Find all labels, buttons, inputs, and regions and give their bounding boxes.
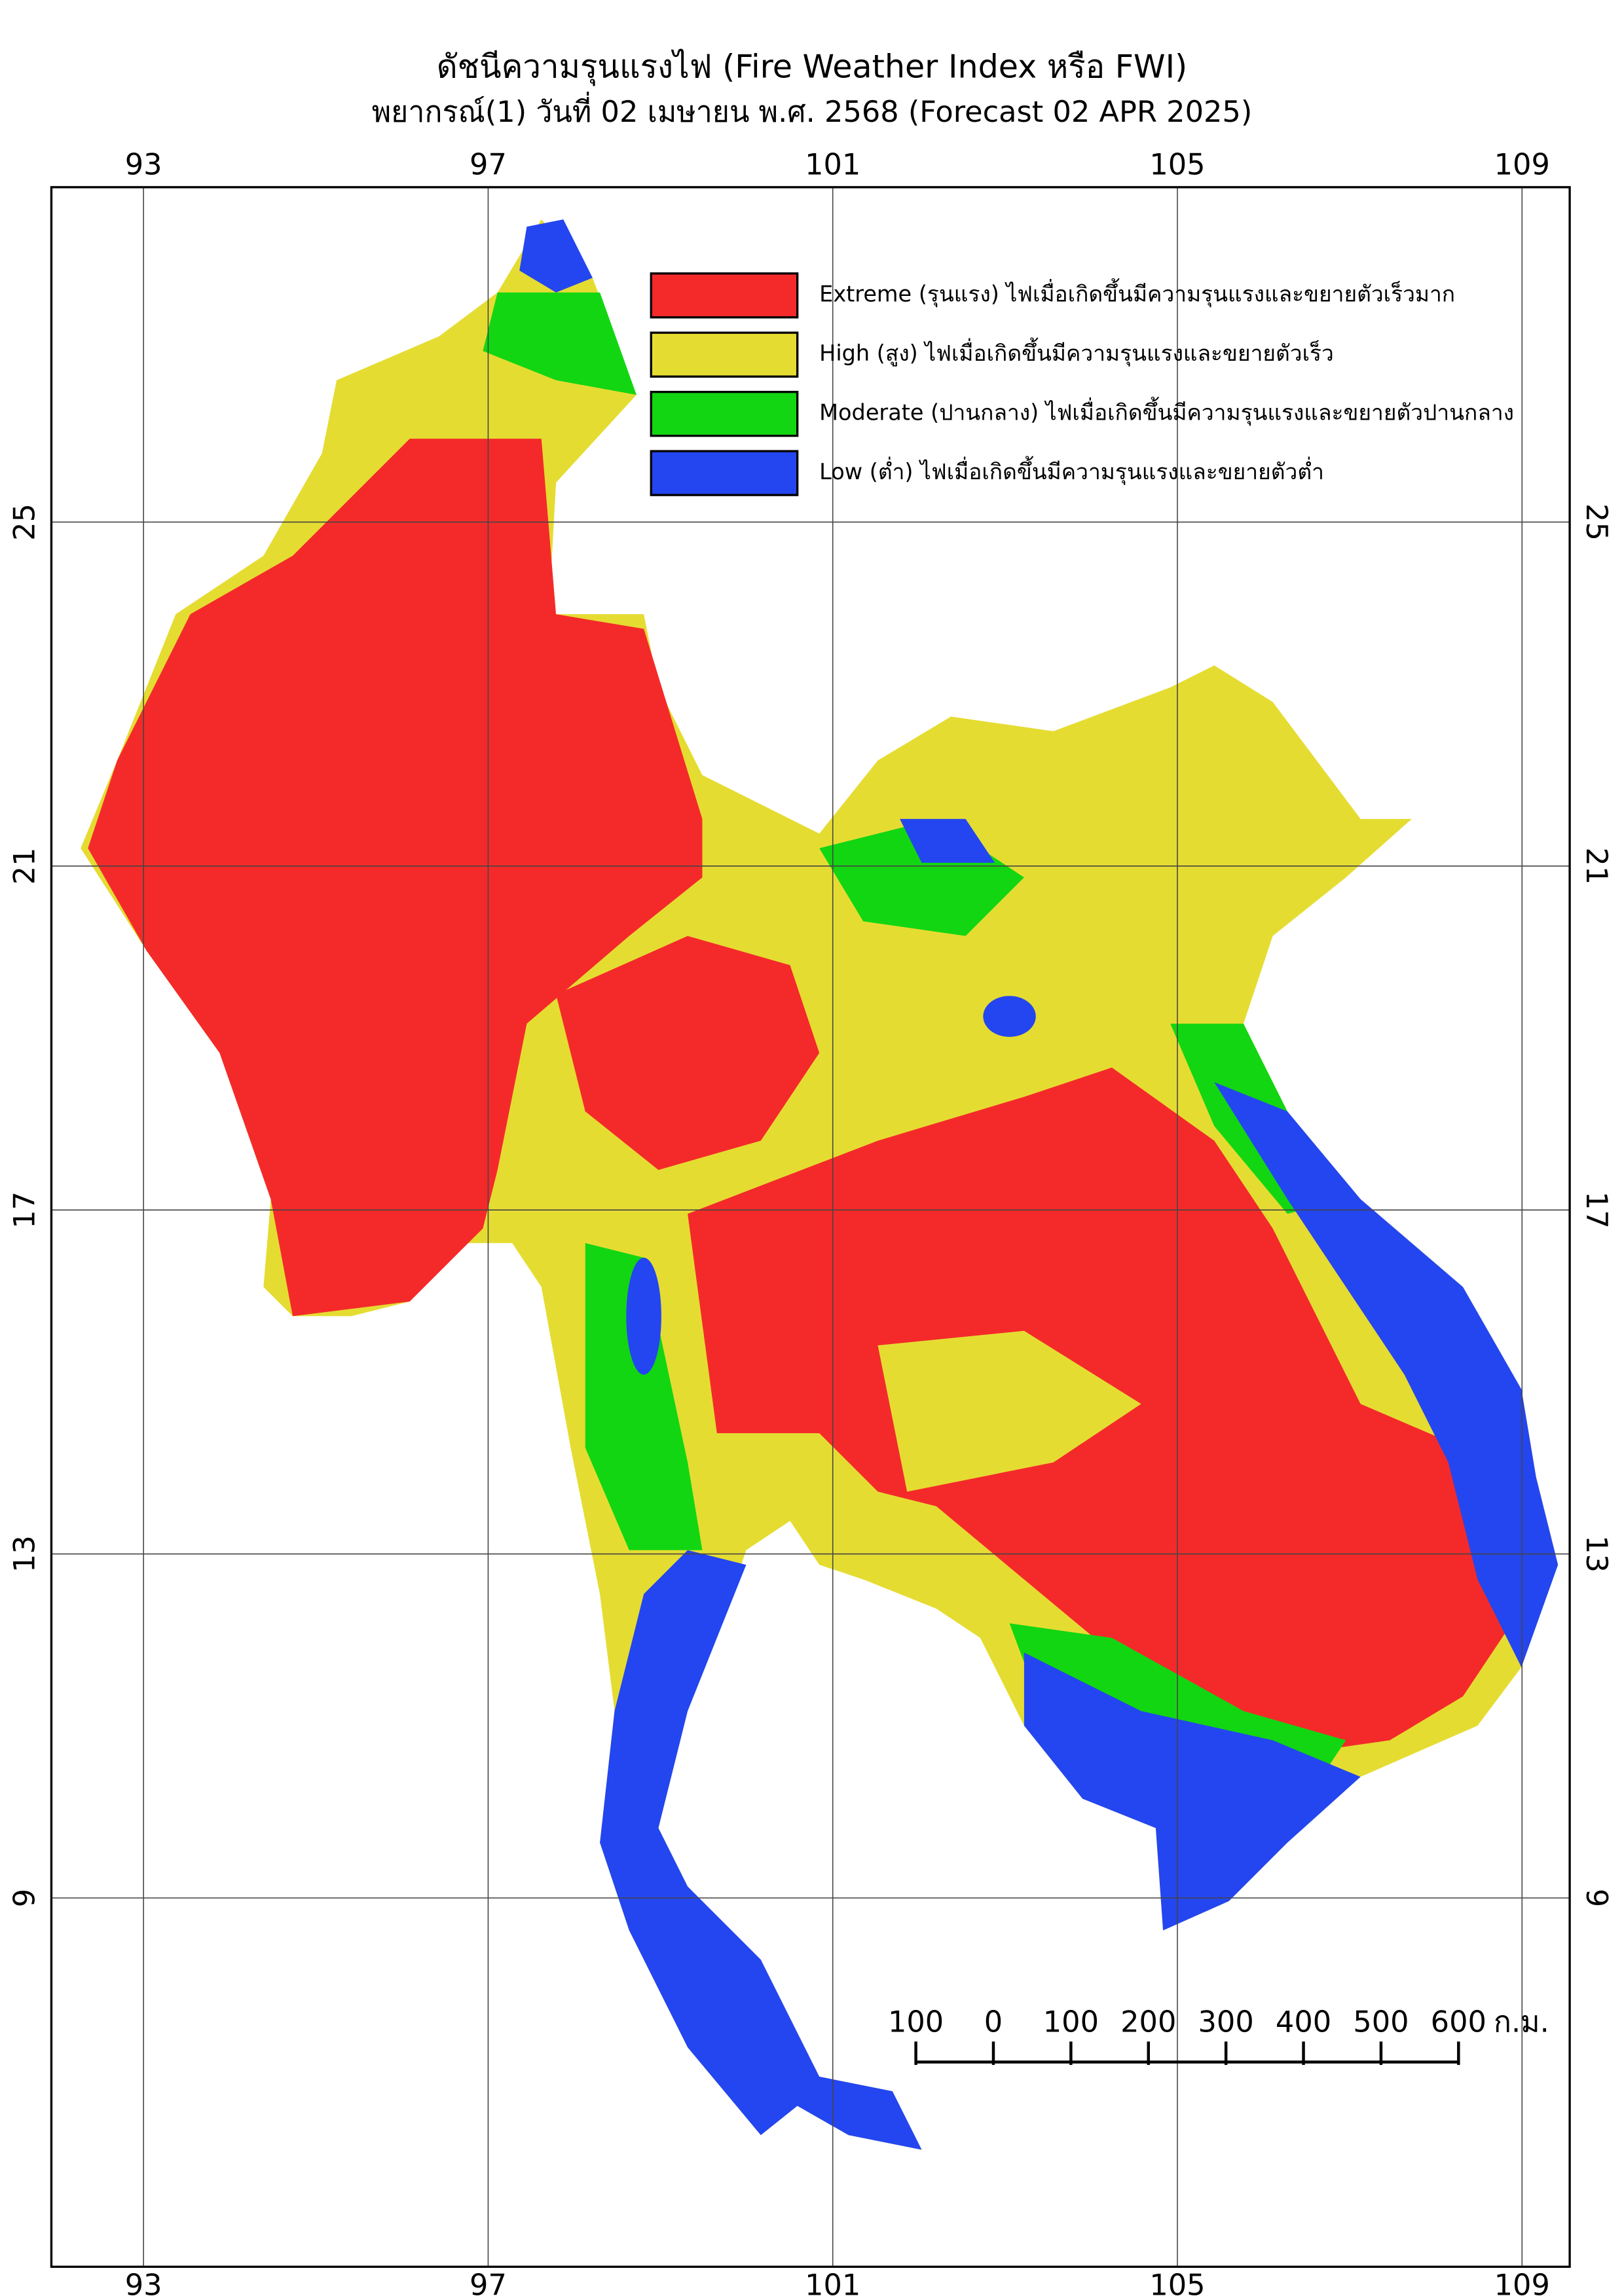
scale-label: 100 [888,2005,944,2039]
land-extreme [556,936,820,1171]
legend-label: Low (ต่ำ) ไฟเมื่อเกิดขึ้นมีความรุนแรงและ… [819,456,1324,485]
land-extreme [88,439,703,1317]
legend-label: Moderate (ปานกลาง) ไฟเมื่อเกิดขึ้นมีความ… [819,397,1514,426]
latitude-label: 25 [1579,503,1614,541]
longitude-label: 109 [1494,148,1550,182]
scale-label: 600 [1431,2005,1486,2039]
longitude-label: 105 [1149,2269,1205,2296]
longitude-label: 101 [805,148,860,182]
map-frame [50,186,1571,2269]
legend-swatch [650,331,799,378]
legend-swatch [650,450,799,496]
legend-swatch [650,272,799,319]
longitude-label: 105 [1149,148,1205,182]
latitude-label: 9 [7,1889,41,1907]
land-low [626,1258,661,1375]
latitude-label: 17 [1579,1192,1614,1229]
graticule: 93 93 97 97 101 101 105 105 109 109 25 25 21 21 17 17 13… [7,148,1614,2296]
scale-label: 300 [1198,2005,1254,2039]
land-low [983,996,1036,1037]
land-moderate [585,1243,703,1550]
scale-label: 500 [1353,2005,1409,2039]
latitude-label: 21 [1579,847,1614,884]
land-moderate [483,292,637,395]
scale-unit: ก.ม. [1494,2005,1549,2039]
longitude-label: 93 [125,148,162,182]
latitude-label: 21 [7,847,41,884]
land-low [1024,1652,1361,1931]
longitude-label: 101 [805,2269,860,2296]
longitude-label: 97 [470,148,507,182]
legend-label: Extreme (รุนแรง) ไฟเมื่อเกิดขึ้นมีความรุ… [819,278,1455,308]
scale-label: 200 [1120,2005,1176,2039]
land-low [519,219,593,293]
latitude-label: 13 [7,1535,41,1573]
latitude-label: 17 [7,1192,41,1229]
land-low [1214,1082,1559,1667]
longitude-label: 109 [1494,2269,1550,2296]
legend-label: High (สูง) ไฟเมื่อเกิดขึ้นมีความรุนแรงแล… [819,337,1334,367]
scale-label: 0 [984,2005,1003,2039]
longitude-label: 93 [125,2269,162,2296]
title: ดัชนีความรุนแรงไฟ (Fire Weather Index หร… [437,47,1187,86]
subtitle: พยากรณ์(1) วันที่ 02 เมษายน พ.ศ. 2568 (F… [372,92,1253,129]
longitude-label: 97 [470,2269,507,2296]
latitude-label: 25 [7,503,41,541]
scale-label: 100 [1043,2005,1099,2039]
legend: Extreme (รุนแรง) ไฟเมื่อเกิดขึ้นมีความรุ… [650,272,1514,496]
land [81,219,1559,2150]
latitude-label: 13 [1579,1535,1614,1573]
land-high [877,1330,1141,1492]
land-low [900,818,995,863]
land-low [600,1550,922,2150]
scale-bar: 100 0 100 200 300 400 500 600 ก.ม. [888,2005,1549,2066]
scale-label: 400 [1276,2005,1331,2039]
latitude-label: 9 [1579,1889,1614,1907]
legend-swatch [650,390,799,437]
